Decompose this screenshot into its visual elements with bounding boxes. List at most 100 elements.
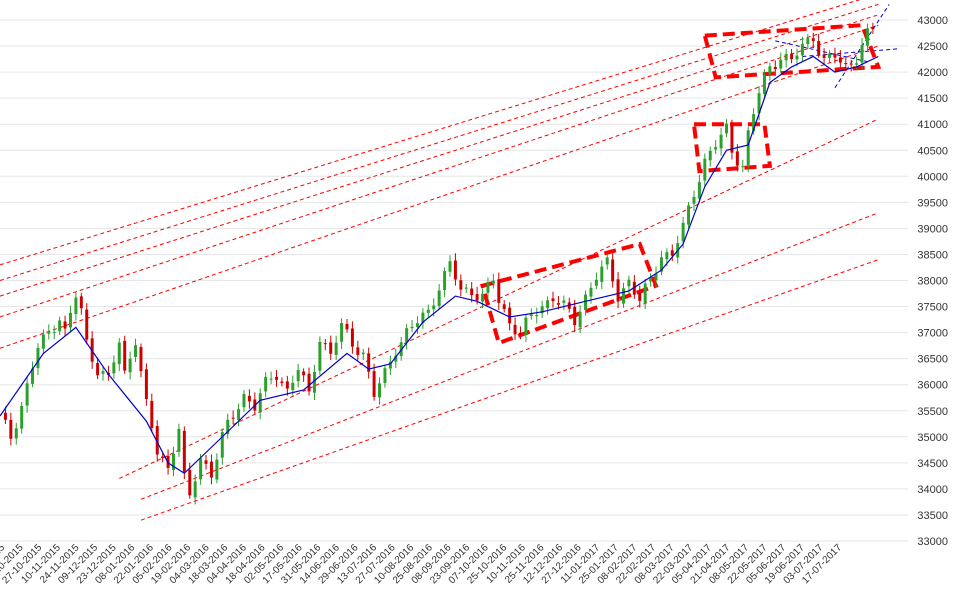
candle-body <box>220 432 224 458</box>
highlight-box <box>480 241 659 346</box>
candle-body <box>302 371 306 376</box>
candle-body <box>632 281 636 295</box>
y-tick-label: 38000 <box>917 276 948 288</box>
candle-body <box>643 283 647 303</box>
candle-body <box>584 294 588 311</box>
candle-body <box>735 151 739 166</box>
y-tick-label: 42500 <box>917 41 948 53</box>
candle-body <box>443 271 447 291</box>
candle-body <box>470 288 474 296</box>
candle-body <box>112 362 116 374</box>
candle-body <box>58 320 62 332</box>
candle-body <box>708 150 712 161</box>
gridlines <box>0 19 908 542</box>
y-tick-label: 33000 <box>917 536 948 548</box>
candle-body <box>215 459 219 480</box>
candle-body <box>41 334 45 349</box>
candle-body <box>415 323 419 327</box>
candle-body <box>285 381 289 389</box>
candle-body <box>101 371 105 374</box>
candle-body <box>193 481 197 498</box>
candle-body <box>828 53 832 58</box>
candle-body <box>459 280 463 290</box>
candle-body <box>361 352 365 355</box>
candle-body <box>714 146 718 150</box>
candle-body <box>264 376 268 392</box>
candle-body <box>426 309 430 313</box>
y-axis: 33000 33500 34000 34500 35000 35500 36000 36500… <box>917 15 948 548</box>
candle-body <box>139 347 143 372</box>
candle-body <box>421 312 425 323</box>
candle-body <box>3 412 7 420</box>
y-tick-label: 37500 <box>917 302 948 314</box>
channel-line <box>140 259 879 521</box>
candle-body <box>860 44 864 63</box>
candle-body <box>394 355 398 362</box>
candle-body <box>47 331 51 334</box>
candle-body <box>410 326 414 329</box>
candle-body <box>746 130 750 166</box>
candle-body <box>622 288 625 304</box>
candle-body <box>573 306 577 326</box>
candle-body <box>513 324 517 335</box>
channel-line <box>140 212 879 500</box>
moving-average-line <box>0 55 879 475</box>
candle-body <box>117 342 121 365</box>
candle-body <box>74 297 78 314</box>
candle-body <box>540 306 544 314</box>
candle-body <box>437 290 441 306</box>
channel-line <box>0 0 861 266</box>
candle-body <box>535 315 539 317</box>
candle-body <box>20 406 24 429</box>
candle-body <box>340 322 344 342</box>
candle-body <box>155 426 159 455</box>
candlestick-series <box>3 22 875 505</box>
candle-body <box>817 41 821 55</box>
candle-body <box>79 296 83 309</box>
candle-body <box>790 53 794 60</box>
candle-body <box>687 205 691 225</box>
y-tick-label: 41000 <box>917 119 948 131</box>
candle-body <box>784 54 788 61</box>
y-tick-label: 34500 <box>917 458 948 470</box>
candle-body <box>556 303 560 305</box>
candle-body <box>697 182 701 199</box>
candle-body <box>638 292 642 301</box>
candle-body <box>806 38 810 44</box>
candle-body <box>134 345 138 357</box>
candle-body <box>204 460 208 464</box>
candle-body <box>464 287 468 289</box>
candle-body <box>502 304 506 310</box>
candle-body <box>725 123 728 134</box>
candle-body <box>659 257 663 272</box>
candle-body <box>795 55 799 60</box>
candle-body <box>665 252 669 260</box>
candle-body <box>63 321 67 329</box>
candle-body <box>177 428 181 452</box>
candle-body <box>350 328 354 347</box>
y-tick-label: 36500 <box>917 354 948 366</box>
y-tick-label: 35000 <box>917 432 948 444</box>
candle-body <box>275 376 278 380</box>
candle-body <box>811 38 815 42</box>
candle-body <box>681 222 685 242</box>
candle-body <box>25 383 29 406</box>
candle-body <box>779 59 783 69</box>
candle-body <box>372 371 376 397</box>
candle-body <box>654 273 658 281</box>
candle-body <box>334 342 338 355</box>
candle-body <box>594 279 598 286</box>
y-tick-label: 42000 <box>917 67 948 79</box>
candle-body <box>768 66 772 75</box>
candle-body <box>508 307 512 324</box>
channel-line <box>0 24 879 318</box>
candle-body <box>237 409 241 420</box>
candle-body <box>150 400 154 429</box>
y-tick-label: 39000 <box>917 223 948 235</box>
candle-body <box>85 309 89 340</box>
y-tick-label: 43000 <box>917 15 948 27</box>
x-axis: 29-09-201513-10-201527-10-201510-11-2015… <box>0 542 844 586</box>
channel-line <box>0 45 879 349</box>
candle-body <box>833 53 837 58</box>
